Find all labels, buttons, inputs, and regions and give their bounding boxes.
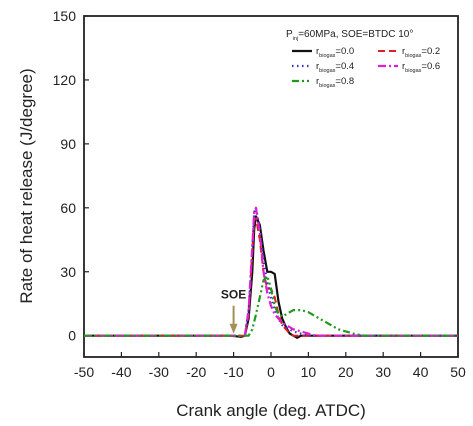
x-tick-label: 0 [267, 364, 275, 380]
condition-sub: inj [293, 36, 299, 42]
y-axis: 0 30 60 90 120 150 [53, 8, 89, 344]
soe-annotation: SOE [221, 288, 246, 334]
x-tick-label: -50 [74, 364, 94, 380]
x-axis-title: Crank angle (deg. ATDC) [176, 401, 366, 420]
y-tick-label: 150 [53, 8, 77, 24]
soe-arrow-head [229, 323, 238, 334]
legend: rbiogas=0.0 rbiogas=0.2 rbiogas=0.4 rbiogas… [292, 46, 440, 89]
legend-label: rbiogas=0.8 [316, 76, 354, 89]
legend-label: rbiogas=0.6 [402, 61, 440, 74]
x-tick-label: -20 [186, 364, 206, 380]
y-tick-label: 30 [60, 264, 76, 280]
condition-rest: =60MPa, SOE=BTDC 10° [298, 29, 413, 40]
legend-label: rbiogas=0.4 [316, 61, 354, 74]
x-tick-label: -10 [223, 364, 243, 380]
legend-label: rbiogas=0.2 [402, 46, 440, 59]
x-tick-label: 30 [375, 364, 391, 380]
series-lines [84, 206, 458, 339]
y-tick-label: 120 [53, 72, 77, 88]
y-tick-label: 60 [60, 200, 76, 216]
series-line [84, 274, 458, 337]
y-tick-label: 90 [60, 136, 76, 152]
x-axis: -50 -40 -30 -20 -10 0 10 20 30 40 50 [74, 352, 466, 380]
series-line [84, 215, 458, 339]
legend-label: rbiogas=0.0 [316, 46, 354, 59]
condition-label: Pinj=60MPa, SOE=BTDC 10° [286, 29, 413, 42]
x-tick-label: 20 [338, 364, 354, 380]
soe-label: SOE [221, 288, 246, 302]
x-tick-label: 50 [450, 364, 466, 380]
condition-prefix: P [286, 29, 293, 40]
x-tick-label: -40 [111, 364, 131, 380]
y-tick-label: 0 [68, 328, 76, 344]
x-tick-label: 40 [413, 364, 429, 380]
x-tick-label: -30 [149, 364, 169, 380]
y-axis-title: Rate of heat release (J/degree) [17, 68, 36, 303]
series-line [84, 206, 458, 337]
x-tick-label: 10 [301, 364, 317, 380]
series-line [84, 217, 458, 337]
